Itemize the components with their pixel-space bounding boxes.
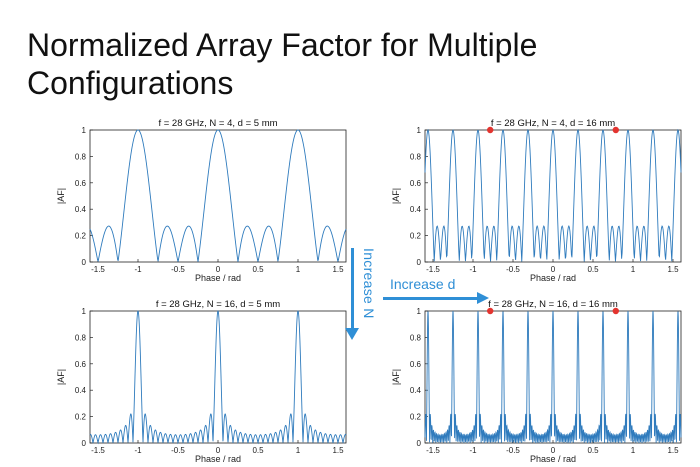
x-tick-label: 1.5 <box>667 265 679 274</box>
x-tick-label: -1.5 <box>426 265 440 274</box>
y-tick-label: 0.2 <box>410 413 422 422</box>
grating-lobe-marker <box>487 126 494 134</box>
y-axis-label: |AF| <box>391 188 401 204</box>
x-tick-label: 0.5 <box>587 265 599 274</box>
x-tick-label: -0.5 <box>171 265 185 274</box>
y-axis-label: |AF| <box>56 188 66 204</box>
right-arrow-icon <box>477 292 489 304</box>
plot-n4-d16-svg: f = 28 GHz, N = 4, d = 16 mm -1.5 -1 -0.5 0 0… <box>391 118 682 283</box>
af-curve-series-0 <box>424 310 682 444</box>
increase-n-annotation: Increase N <box>345 248 385 343</box>
increase-d-annotation: Increase d <box>383 273 493 305</box>
y-tick-label: 0.2 <box>75 232 87 241</box>
y-tick-label: 0.4 <box>75 205 87 214</box>
x-tick-label: -1 <box>134 446 142 455</box>
y-tick-label: 0 <box>417 258 422 267</box>
increase-d-label: Increase d <box>390 276 456 292</box>
x-tick-label: -1.5 <box>91 446 105 455</box>
plot-n16-d5-svg: f = 28 GHz, N = 16, d = 5 mm -1.5 -1 -0.5 0 0… <box>56 299 347 464</box>
x-tick-label: 0.5 <box>252 446 264 455</box>
x-tick-label: -0.5 <box>506 446 520 455</box>
plot-n4-d5-svg: f = 28 GHz, N = 4, d = 5 mm -1.5 -1 -0.5 0 0.… <box>56 118 347 283</box>
y-tick-label: 0.6 <box>410 179 422 188</box>
y-tick-label: 0.8 <box>410 152 422 161</box>
x-axis-label: Phase / rad <box>530 273 576 283</box>
grating-lobe-marker <box>612 126 619 134</box>
plot-title-n16-d16: f = 28 GHz, N = 16, d = 16 mm <box>488 299 618 310</box>
y-tick-label: 1 <box>417 307 422 316</box>
y-tick-label: 0.6 <box>75 360 87 369</box>
slide-title: Normalized Array Factor for Multiple Con… <box>27 27 538 101</box>
y-tick-label: 0.4 <box>410 386 422 395</box>
y-tick-label: 0.6 <box>75 179 87 188</box>
plot-panel-n4-d16: f = 28 GHz, N = 4, d = 16 mm -1.5 -1 -0.5 0 0… <box>385 115 685 285</box>
af-curve-series-0 <box>89 310 347 445</box>
x-tick-label: 0.5 <box>587 446 599 455</box>
x-tick-label: -1 <box>469 446 477 455</box>
x-tick-label: 0 <box>551 446 556 455</box>
af-curve-series-0 <box>89 129 347 263</box>
x-tick-label: -0.5 <box>171 446 185 455</box>
down-arrow-icon <box>345 328 359 340</box>
grating-lobe-marker <box>487 307 494 315</box>
x-tick-label: -1.5 <box>91 265 105 274</box>
x-tick-label: 1.5 <box>332 265 344 274</box>
y-axis-label: |AF| <box>56 369 66 385</box>
x-axis-label: Phase / rad <box>530 454 576 464</box>
x-tick-label: 0.5 <box>252 265 264 274</box>
plot-frame-n4-d16 <box>424 129 682 263</box>
x-tick-label: 1 <box>631 446 636 455</box>
y-axis-label: |AF| <box>391 369 401 385</box>
x-tick-label: 0 <box>216 446 221 455</box>
plot-frame-n16-d16 <box>424 310 682 444</box>
x-tick-label: 1.5 <box>332 446 344 455</box>
x-tick-label: 1 <box>631 265 636 274</box>
x-tick-label: 0 <box>551 265 556 274</box>
y-tick-label: 0.4 <box>410 205 422 214</box>
plot-frame-n4-d5 <box>89 129 347 263</box>
plot-title-n16-d5: f = 28 GHz, N = 16, d = 5 mm <box>156 299 280 310</box>
y-tick-label: 0 <box>417 439 422 448</box>
y-tick-label: 1 <box>82 307 87 316</box>
plot-title-n4-d16: f = 28 GHz, N = 4, d = 16 mm <box>491 118 615 129</box>
increase-n-label: Increase N <box>361 248 377 319</box>
plot-panel-n4-d5: f = 28 GHz, N = 4, d = 5 mm -1.5 -1 -0.5 0 0.… <box>50 115 350 285</box>
x-axis-label: Phase / rad <box>195 273 241 283</box>
plot-frame-n16-d5 <box>89 310 347 444</box>
x-tick-label: 1 <box>296 446 301 455</box>
right-arrow-shaft <box>383 297 479 300</box>
y-tick-label: 0.2 <box>75 413 87 422</box>
y-tick-label: 0 <box>82 439 87 448</box>
plot-title-n4-d5: f = 28 GHz, N = 4, d = 5 mm <box>158 118 277 129</box>
x-tick-label: -1.5 <box>426 446 440 455</box>
x-tick-label: -0.5 <box>506 265 520 274</box>
y-tick-label: 0.8 <box>75 333 87 342</box>
y-tick-label: 0.4 <box>75 386 87 395</box>
y-tick-label: 0.8 <box>75 152 87 161</box>
x-axis-label: Phase / rad <box>195 454 241 464</box>
y-tick-label: 0.8 <box>410 333 422 342</box>
x-tick-label: -1 <box>469 265 477 274</box>
y-tick-label: 1 <box>417 126 422 135</box>
down-arrow-shaft <box>351 248 354 328</box>
y-tick-label: 1 <box>82 126 87 135</box>
x-tick-label: 1 <box>296 265 301 274</box>
y-tick-label: 0.2 <box>410 232 422 241</box>
x-tick-label: 0 <box>216 265 221 274</box>
y-tick-label: 0.6 <box>410 360 422 369</box>
grating-lobe-marker <box>612 307 619 315</box>
y-tick-label: 0 <box>82 258 87 267</box>
af-curve-series-0 <box>424 128 682 262</box>
x-tick-label: -1 <box>134 265 142 274</box>
x-tick-label: 1.5 <box>667 446 679 455</box>
plot-panel-n16-d5: f = 28 GHz, N = 16, d = 5 mm -1.5 -1 -0.5 0 0… <box>50 296 350 466</box>
plot-panel-n16-d16: f = 28 GHz, N = 16, d = 16 mm -1.5 -1 -0.5 0… <box>385 296 685 466</box>
plot-n16-d16-svg: f = 28 GHz, N = 16, d = 16 mm -1.5 -1 -0.5 0… <box>391 299 682 464</box>
